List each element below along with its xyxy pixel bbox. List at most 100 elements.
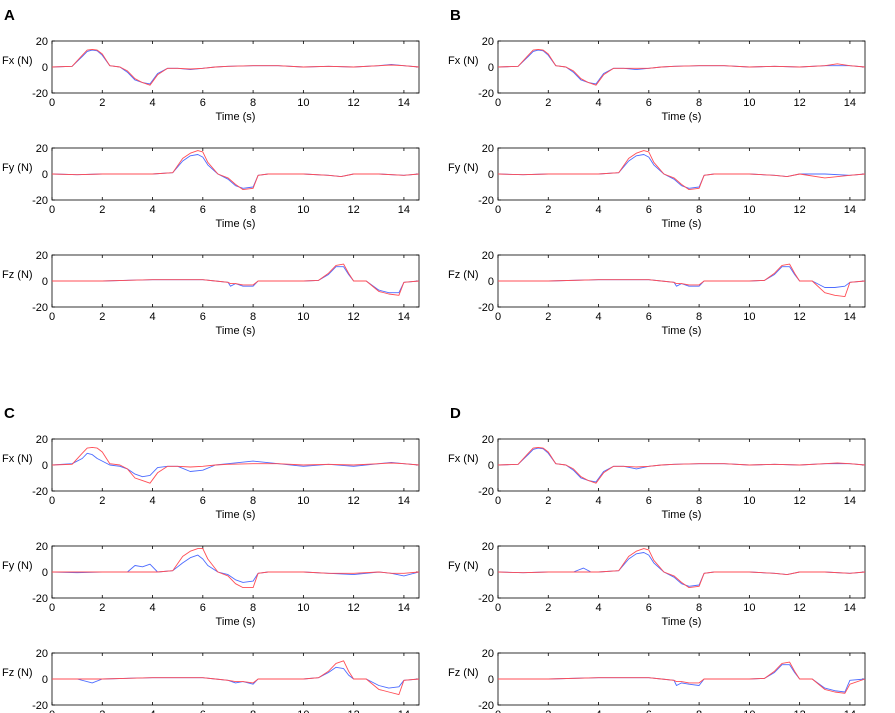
x-tick-label: 6 bbox=[200, 204, 206, 216]
panel-label: B bbox=[450, 7, 461, 24]
y-tick-label: 0 bbox=[42, 460, 48, 472]
x-tick-label: 2 bbox=[545, 311, 551, 323]
y-tick-label: 0 bbox=[42, 674, 48, 686]
y-axis-label: Fy (N) bbox=[2, 162, 33, 174]
x-tick-label: 4 bbox=[149, 97, 155, 109]
y-tick-label: 20 bbox=[36, 250, 48, 262]
x-tick-label: 10 bbox=[297, 495, 309, 507]
x-tick-label: 4 bbox=[149, 602, 155, 614]
series-line-estimated bbox=[497, 548, 866, 589]
series-line-estimated bbox=[497, 150, 866, 191]
x-tick-label: 0 bbox=[495, 602, 501, 614]
series-line-estimated bbox=[51, 48, 420, 86]
y-axis-label: Fz (N) bbox=[448, 269, 479, 281]
x-tick-label: 14 bbox=[844, 311, 856, 323]
panel-label: A bbox=[4, 7, 15, 24]
y-tick-label: 0 bbox=[488, 169, 494, 181]
y-tick-label: -20 bbox=[478, 486, 494, 498]
y-axis-label: Fx (N) bbox=[2, 453, 33, 465]
x-axis-label: Time (s) bbox=[662, 111, 702, 123]
x-tick-label: 12 bbox=[348, 495, 360, 507]
x-tick-label: 8 bbox=[250, 495, 256, 507]
y-axis-label: Fy (N) bbox=[448, 162, 479, 174]
x-tick-label: 0 bbox=[495, 495, 501, 507]
x-tick-label: 10 bbox=[297, 709, 309, 713]
y-tick-label: 20 bbox=[482, 36, 494, 48]
y-tick-label: -20 bbox=[478, 700, 494, 712]
x-tick-label: 0 bbox=[49, 204, 55, 216]
y-tick-label: 20 bbox=[36, 434, 48, 446]
y-tick-label: -20 bbox=[32, 195, 48, 207]
x-tick-label: 12 bbox=[794, 311, 806, 323]
y-tick-label: 20 bbox=[482, 143, 494, 155]
x-tick-label: 2 bbox=[99, 311, 105, 323]
series-line-measured bbox=[497, 447, 866, 483]
x-tick-label: 2 bbox=[99, 495, 105, 507]
series-line-estimated bbox=[52, 548, 420, 589]
y-axis-label: Fz (N) bbox=[2, 269, 33, 281]
y-tick-label: 0 bbox=[42, 276, 48, 288]
x-tick-label: 8 bbox=[250, 311, 256, 323]
y-axis-label: Fy (N) bbox=[2, 560, 33, 572]
panel-label: C bbox=[4, 405, 15, 422]
y-axis-label: Fx (N) bbox=[448, 453, 479, 465]
axes-frame bbox=[51, 40, 420, 94]
x-tick-label: 2 bbox=[545, 204, 551, 216]
x-tick-label: 12 bbox=[348, 204, 360, 216]
x-tick-label: 0 bbox=[495, 311, 501, 323]
y-tick-label: 0 bbox=[488, 567, 494, 579]
x-tick-label: 10 bbox=[297, 311, 309, 323]
x-tick-label: 14 bbox=[398, 97, 410, 109]
x-tick-label: 6 bbox=[646, 602, 652, 614]
series-line-measured bbox=[51, 554, 420, 583]
y-tick-label: 20 bbox=[482, 434, 494, 446]
y-tick-label: 0 bbox=[42, 169, 48, 181]
x-tick-label: 4 bbox=[149, 495, 155, 507]
x-tick-label: 2 bbox=[99, 97, 105, 109]
x-tick-label: 8 bbox=[696, 204, 702, 216]
axes-frame bbox=[497, 40, 866, 94]
x-axis-label: Time (s) bbox=[216, 325, 256, 337]
x-tick-label: 0 bbox=[49, 311, 55, 323]
y-tick-label: 20 bbox=[482, 541, 494, 553]
x-tick-label: 10 bbox=[743, 602, 755, 614]
x-tick-label: 6 bbox=[200, 602, 206, 614]
x-tick-label: 4 bbox=[595, 311, 601, 323]
x-tick-label: 8 bbox=[250, 602, 256, 614]
x-tick-label: 10 bbox=[743, 97, 755, 109]
y-tick-label: -20 bbox=[32, 700, 48, 712]
x-tick-label: 6 bbox=[646, 204, 652, 216]
y-tick-label: 0 bbox=[42, 62, 48, 74]
x-tick-label: 4 bbox=[149, 709, 155, 713]
x-tick-label: 12 bbox=[794, 709, 806, 713]
x-tick-label: 0 bbox=[49, 709, 55, 713]
x-tick-label: 10 bbox=[297, 204, 309, 216]
x-tick-label: 4 bbox=[149, 311, 155, 323]
y-axis-label: Fx (N) bbox=[2, 55, 33, 67]
x-tick-label: 6 bbox=[646, 97, 652, 109]
x-tick-label: 14 bbox=[398, 204, 410, 216]
x-tick-label: 2 bbox=[545, 495, 551, 507]
x-tick-label: 8 bbox=[696, 709, 702, 713]
series-line-estimated bbox=[52, 660, 420, 696]
x-tick-label: 6 bbox=[200, 495, 206, 507]
x-axis-label: Time (s) bbox=[662, 509, 702, 521]
x-tick-label: 0 bbox=[49, 495, 55, 507]
y-tick-label: 20 bbox=[482, 648, 494, 660]
series-line-measured bbox=[51, 49, 420, 85]
series-line-measured bbox=[51, 452, 420, 478]
y-tick-label: 0 bbox=[488, 674, 494, 686]
x-axis-label: Time (s) bbox=[662, 616, 702, 628]
y-tick-label: 20 bbox=[36, 648, 48, 660]
series-line-measured bbox=[52, 266, 420, 294]
x-axis-label: Time (s) bbox=[216, 111, 256, 123]
x-tick-label: 12 bbox=[348, 97, 360, 109]
